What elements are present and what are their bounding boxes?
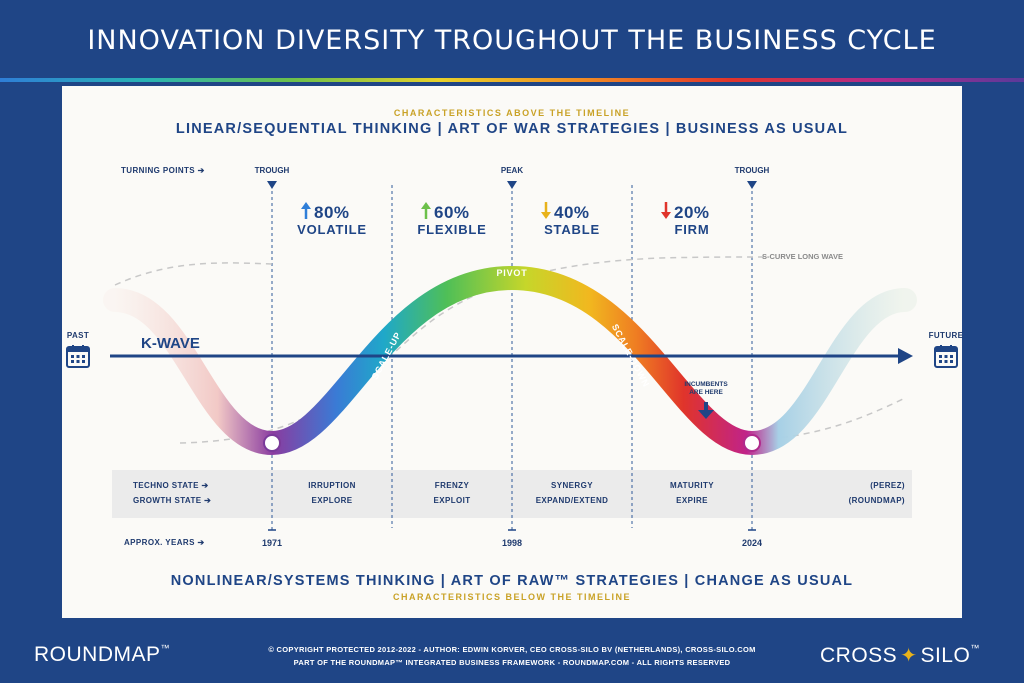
techno-state-label: TECHNO STATE ➔ xyxy=(133,481,209,490)
calendar-icon xyxy=(66,345,90,368)
phase-arrow-up-2 xyxy=(421,202,431,219)
calendar-icon xyxy=(934,345,958,368)
turning-marker-1 xyxy=(267,181,277,189)
incumbents-label: INCUMBENTS ARE HERE xyxy=(684,381,728,396)
pivot-label: PIVOT xyxy=(496,268,527,278)
s-curve-next xyxy=(759,397,906,441)
year-1: 1971 xyxy=(261,538,283,548)
rainbow-divider xyxy=(0,78,1024,82)
growth-state-3: EXPAND/EXTEND xyxy=(535,496,609,505)
year-3: 2024 xyxy=(741,538,763,548)
trough-circle-2 xyxy=(743,434,761,452)
cross-silo-logo: CROSS ✦ SILO™ xyxy=(820,643,980,667)
techno-state-source: (PEREZ) xyxy=(870,481,905,490)
phase-2-name: FLEXIBLE xyxy=(417,222,487,237)
top-heading: LINEAR/SEQUENTIAL THINKING | ART OF WAR … xyxy=(175,121,849,137)
footer-copyright: © COPYRIGHT PROTECTED 2012-2022 - AUTHOR… xyxy=(230,643,794,669)
circle-arrow-icon: ➔ xyxy=(197,166,205,175)
s-curve-label: S-CURVE LONG WAVE xyxy=(762,252,843,261)
past-label: PAST xyxy=(66,331,90,340)
footer-line-1: © COPYRIGHT PROTECTED 2012-2022 - AUTHOR… xyxy=(268,645,756,654)
future-label: FUTURE xyxy=(928,331,964,340)
phase-1-name: VOLATILE xyxy=(297,222,367,237)
incumbents-arrow-head xyxy=(698,410,714,419)
phase-arrow-down-4 xyxy=(661,202,671,219)
phase-2-pct: 60% xyxy=(434,203,470,222)
trough-circle-1 xyxy=(263,434,281,452)
turning-point-2: PEAK xyxy=(500,166,524,175)
k-wave-curve xyxy=(103,265,917,456)
circle-arrow-icon: ➔ xyxy=(201,481,209,490)
phase-arrow-down-3 xyxy=(541,202,551,219)
growth-state-label: GROWTH STATE ➔ xyxy=(133,496,212,505)
circle-arrow-icon: ➔ xyxy=(197,538,205,547)
growth-state-2: EXPLOIT xyxy=(433,496,471,505)
turning-points-label: TURNING POINTS ➔ xyxy=(121,166,205,175)
turning-marker-3 xyxy=(747,181,757,189)
bottom-heading: NONLINEAR/SYSTEMS THINKING | ART OF RAW™… xyxy=(170,573,854,589)
turning-marker-2 xyxy=(507,181,517,189)
turning-point-1: TROUGH xyxy=(254,166,290,175)
growth-state-source: (ROUNDMAP) xyxy=(848,496,905,505)
approx-years-label: APPROX. YEARS ➔ xyxy=(124,538,205,547)
page-title-text: INNOVATION DIVERSITY TROUGHOUT THE BUSIN… xyxy=(87,24,937,56)
s-curve-previous xyxy=(114,262,273,286)
year-2: 1998 xyxy=(501,538,523,548)
footer-line-2: PART OF THE ROUNDMAP™ INTEGRATED BUSINES… xyxy=(293,658,731,667)
techno-state-1: IRRUPTION xyxy=(308,481,356,490)
techno-state-2: FRENZY xyxy=(434,481,470,490)
techno-state-3: SYNERGY xyxy=(551,481,593,490)
circle-arrow-icon: ➔ xyxy=(204,496,212,505)
k-wave-label: K-WAVE xyxy=(141,335,200,352)
growth-state-1: EXPLORE xyxy=(311,496,353,505)
phase-arrow-up-1 xyxy=(301,202,311,219)
timeline-arrowhead xyxy=(898,348,913,364)
techno-state-4: MATURITY xyxy=(670,481,714,490)
page-title: INNOVATION DIVERSITY TROUGHOUT THE BUSIN… xyxy=(0,0,1024,80)
growth-state-4: EXPIRE xyxy=(676,496,708,505)
roundmap-logo: ROUNDMAP™ xyxy=(34,643,171,666)
phase-3-name: STABLE xyxy=(544,222,600,237)
turning-point-3: TROUGH xyxy=(734,166,770,175)
bottom-caption: CHARACTERISTICS BELOW THE TIMELINE xyxy=(393,592,631,602)
phase-3-pct: 40% xyxy=(554,203,590,222)
phase-1-pct: 80% xyxy=(314,203,350,222)
phase-4-name: FIRM xyxy=(674,222,710,237)
cross-silo-star-icon: ✦ xyxy=(900,645,918,667)
top-caption: CHARACTERISTICS ABOVE THE TIMELINE xyxy=(393,108,631,118)
phase-4-pct: 20% xyxy=(674,203,710,222)
